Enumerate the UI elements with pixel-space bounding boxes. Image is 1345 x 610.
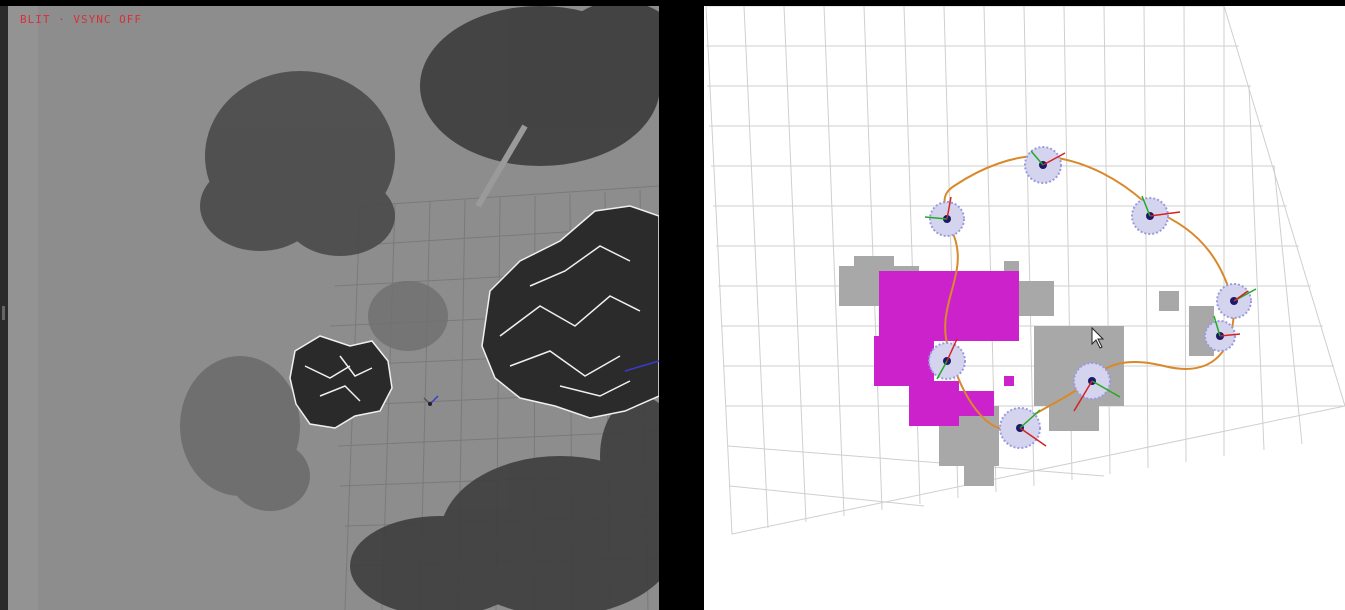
pose-marker: [1073, 362, 1121, 412]
tree-top-right: [420, 6, 659, 166]
scene-render: [180, 6, 659, 610]
pose-marker: [1204, 315, 1241, 352]
tree-bottom-right: [350, 396, 659, 610]
voxel-cluster-grey: [839, 256, 1214, 486]
plot-grid: [705, 6, 1345, 535]
viewport-shade: [8, 6, 38, 610]
tree-bottom-left: [180, 356, 310, 511]
map-plot-viewport[interactable]: [704, 6, 1345, 610]
tree-top-left: [200, 71, 395, 256]
pose-marker: [999, 407, 1047, 449]
scene-viewport[interactable]: BLIT · VSYNC OFF: [0, 6, 659, 610]
voxel-cluster-highlight: [874, 271, 1019, 426]
tree-trunk: [475, 124, 528, 208]
pose-marker: [1024, 146, 1066, 184]
transform-gizmo: [423, 395, 439, 406]
side-strip-handle[interactable]: [2, 306, 5, 320]
pose-marker: [924, 196, 965, 237]
axis-line-blue: [624, 360, 659, 372]
mouse-cursor-icon: [1091, 326, 1105, 349]
viewport-side-strip: [0, 6, 8, 610]
pose-marker: [928, 338, 966, 380]
pose-markers: [924, 146, 1257, 449]
pose-marker: [1131, 195, 1181, 235]
panel-divider: [659, 0, 704, 610]
selected-mesh-large: [481, 205, 659, 419]
selected-mesh-small: [289, 335, 393, 429]
hud-status-text: BLIT · VSYNC OFF: [20, 13, 142, 26]
tree-center: [368, 281, 448, 351]
pose-marker: [1216, 283, 1257, 319]
map-plot-render: [705, 6, 1345, 535]
